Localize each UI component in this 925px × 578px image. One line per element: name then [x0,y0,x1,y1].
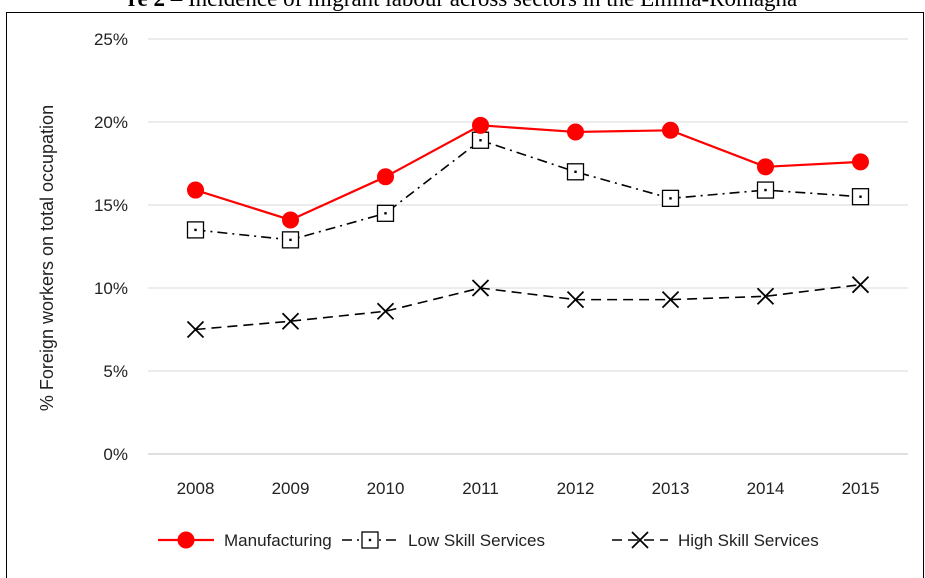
gridlines [148,38,908,455]
series-line [195,283,861,331]
x-tick-label: 2012 [557,479,595,498]
data-point [756,287,775,305]
y-tick-label: 25% [94,30,128,49]
data-point [177,531,195,549]
data-point [187,181,204,199]
series-line [195,124,861,222]
data-point [282,211,299,229]
data-point [281,312,300,330]
y-tick-label: 20% [94,113,128,132]
x-tick-label: 2014 [747,479,785,498]
data-point [567,123,584,141]
y-tick-label: 10% [94,279,128,298]
legend-label: Manufacturing [224,531,332,550]
data-point [186,320,205,339]
data-point [186,221,205,239]
legend-label: Low Skill Services [408,531,545,550]
figure-caption: re 2 – Incidence of migrant labour acros… [0,0,925,12]
series-line [195,139,861,241]
y-tick-label: 5% [103,362,128,381]
data-point [281,231,300,249]
data-point [471,131,490,149]
x-tick-labels: 2008 2009 2010 2011 2012 2013 2014 2015 [177,479,880,498]
x-tick-label: 2011 [462,479,499,498]
data-point [662,121,679,139]
legend: Manufacturing Low Skill Services High Skil… [158,531,819,550]
data-point [756,181,775,199]
data-point [631,531,649,549]
series-group [186,116,870,339]
caption-prefix: re 2 [128,0,165,11]
data-point [852,153,869,171]
y-axis-label: % Foreign workers on total occupation [37,105,57,411]
legend-item: Manufacturing [158,531,332,550]
data-point [661,189,680,208]
legend-item: High Skill Services [612,531,819,550]
caption-text: Incidence of migrant labour across secto… [188,0,797,11]
y-tick-label: 0% [103,445,128,464]
data-point [472,116,489,134]
data-point [851,276,870,294]
series-low-skill-services [186,131,870,249]
data-point [851,188,870,206]
data-point [566,163,585,181]
y-tick-label: 15% [94,196,128,215]
data-point [377,168,394,186]
chart-frame [6,12,924,578]
data-point [361,531,379,549]
series-high-skill-services [186,276,870,339]
data-point [376,204,395,222]
legend-item: Low Skill Services [342,531,545,550]
data-point [661,290,680,309]
y-tick-labels: 0% 5% 10% 15% 20% 25% [94,30,128,464]
data-point [566,290,585,309]
data-point [757,158,774,176]
x-tick-label: 2008 [177,479,215,498]
x-tick-label: 2015 [842,479,880,498]
data-point [376,302,395,320]
series-manufacturing [187,116,869,229]
x-tick-label: 2010 [367,479,405,498]
x-tick-label: 2013 [652,479,690,498]
legend-label: High Skill Services [678,531,819,550]
data-point [471,279,490,297]
x-tick-label: 2009 [272,479,310,498]
